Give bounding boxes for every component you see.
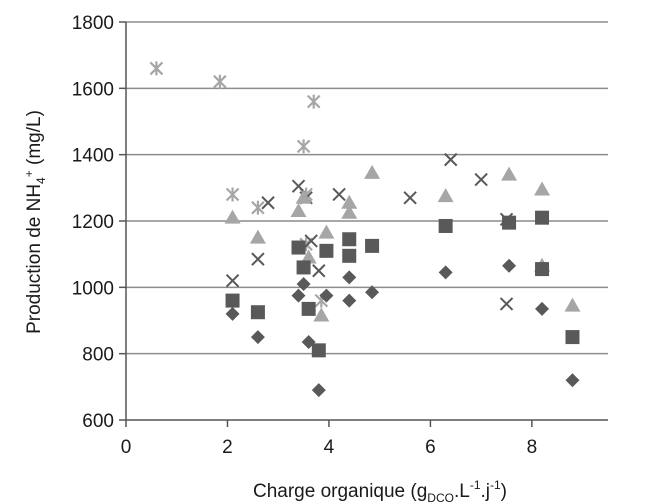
data-point-triangle (437, 188, 454, 203)
data-point-triangle (300, 249, 317, 264)
data-point-triangle (249, 229, 266, 244)
data-point-triangle (341, 194, 358, 209)
y-tick-labels: 600 800 1000 1200 1400 1600 1800 (72, 13, 114, 432)
data-point-square (311, 343, 326, 358)
data-point-square (438, 218, 453, 233)
axes (119, 21, 608, 427)
data-point-triangle (313, 307, 330, 322)
data-point-diamond (311, 383, 326, 398)
data-point-star (296, 139, 311, 154)
data-point-diamond (565, 373, 580, 388)
data-point-star (149, 61, 164, 76)
data-point-triangle (318, 224, 335, 239)
data-point-triangle (290, 203, 307, 218)
data-point-square (225, 293, 240, 308)
data-point-diamond (296, 277, 311, 292)
data-point-diamond (342, 270, 357, 285)
data-point-square (502, 215, 517, 230)
data-point-star (225, 187, 240, 202)
data-point-x (474, 172, 488, 187)
data-point-star (251, 200, 265, 215)
data-point-diamond (225, 306, 240, 321)
data-point-x (261, 196, 275, 210)
data-point-diamond (301, 335, 316, 350)
data-point-triangle (564, 297, 581, 312)
data-points (149, 61, 581, 398)
data-point-diamond (250, 330, 265, 345)
x-tick-labels: 0 2 4 6 8 (121, 437, 537, 458)
data-point-x (225, 273, 240, 288)
data-point-x (304, 234, 318, 248)
data-point-square (291, 240, 306, 255)
data-point-square (535, 210, 550, 225)
data-point-square (250, 305, 265, 320)
data-point-triangle (501, 166, 518, 181)
x-tick-label: 4 (324, 437, 335, 458)
data-point-diamond (291, 288, 306, 303)
data-point-diamond (319, 288, 334, 303)
data-point-x (499, 297, 514, 311)
data-point-star (306, 94, 321, 109)
y-tick-label: 1200 (72, 212, 114, 233)
data-point-x (403, 191, 417, 205)
data-point-x (444, 152, 458, 167)
data-point-diamond (535, 301, 550, 316)
data-point-triangle (224, 209, 241, 224)
data-point-triangle (295, 189, 312, 204)
data-point-triangle (534, 181, 551, 196)
y-axis-title: Production de NH4+ (mg/L) (22, 110, 48, 334)
x-tick-label: 2 (222, 437, 233, 458)
grid-lines (126, 21, 608, 355)
data-point-square (565, 330, 580, 345)
data-point-diamond (438, 265, 453, 280)
x-tick-label: 8 (527, 437, 538, 458)
data-point-diamond (342, 293, 357, 308)
y-tick-label: 1800 (72, 13, 114, 34)
y-tick-label: 1600 (72, 79, 114, 100)
data-point-square (301, 301, 316, 316)
data-point-diamond (365, 285, 380, 300)
y-tick-label: 600 (82, 411, 114, 432)
y-tick-label: 800 (82, 345, 114, 366)
data-point-diamond (502, 258, 517, 273)
data-point-square (365, 238, 380, 253)
x-tick-label: 0 (121, 437, 132, 458)
y-tick-label: 1400 (72, 146, 114, 167)
data-point-square (296, 260, 311, 275)
data-point-star (213, 74, 227, 89)
data-point-square (319, 243, 334, 258)
data-point-x (291, 179, 306, 193)
data-point-triangle (364, 164, 381, 179)
y-tick-label: 1000 (72, 278, 114, 299)
x-axis-title: Charge organique (gDCO.L-1.j-1) (253, 478, 507, 502)
data-point-x (332, 187, 346, 202)
data-point-x (251, 252, 265, 266)
x-tick-label: 6 (425, 437, 436, 458)
data-point-triangle (341, 204, 358, 219)
data-point-x (312, 264, 326, 278)
data-point-square (342, 248, 357, 263)
data-point-square (535, 262, 550, 277)
data-point-square (342, 232, 357, 247)
